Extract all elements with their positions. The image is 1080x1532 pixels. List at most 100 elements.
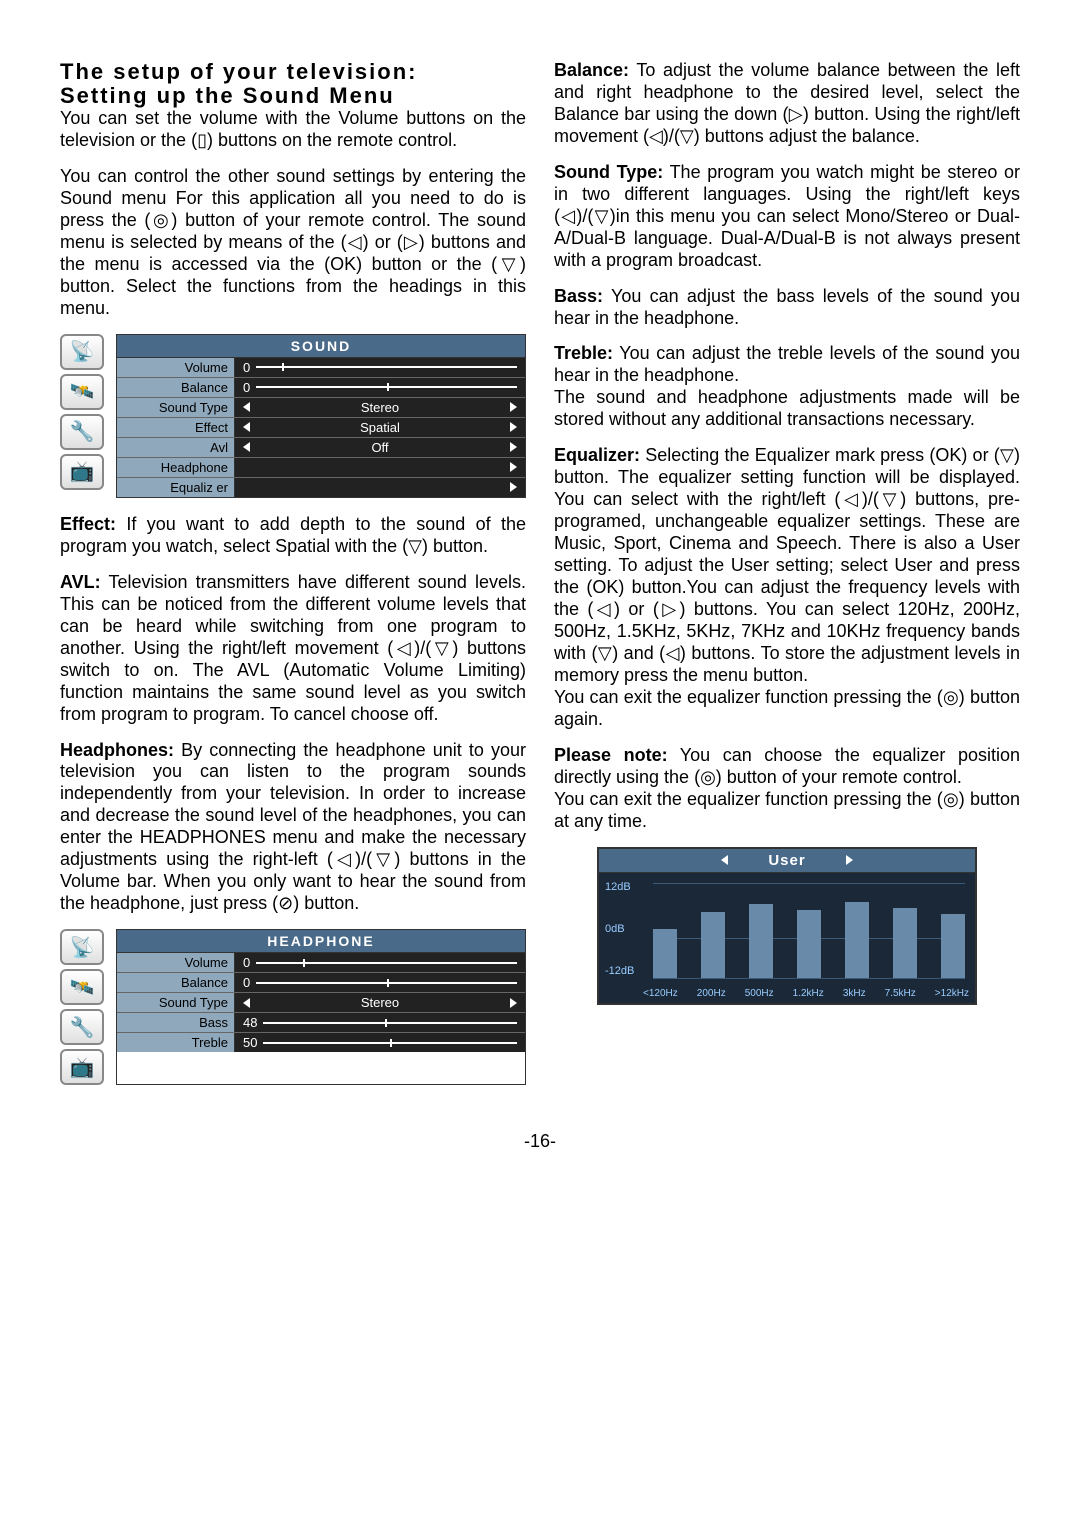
y-label-neg12db: -12dB [605,965,634,977]
equalizer-para: Equalizer: Selecting the Equalizer mark … [554,445,1020,686]
osd-row-label: Avl [117,438,235,457]
right-column: Balance: To adjust the volume balance be… [554,60,1020,1101]
equalizer-bars [653,883,965,979]
wrench-icon: 🔧 [60,1009,104,1045]
osd-row: Headphone [117,458,525,478]
osd-row-value [235,478,525,497]
x-label: 500Hz [745,988,774,999]
heading-setup: The setup of your television: Setting up… [60,60,526,108]
avl-para: AVL: Television transmitters have differ… [60,572,526,726]
osd-row: Equaliz er [117,478,525,497]
osd-row-value: 0 [235,973,525,992]
equalizer-bar [941,914,965,978]
osd-row: AvlOff [117,438,525,458]
avl-text: Television transmitters have different s… [60,572,526,724]
note-para: Please note: You can choose the equalize… [554,745,1020,789]
soundtype-heading: Sound Type: [554,162,663,182]
osd-row-label: Balance [117,973,235,992]
osd-row: Balance0 [117,378,525,398]
satellite-icon: 🛰️ [60,969,104,1005]
osd-row-value: 48 [235,1013,525,1032]
equalizer-header: User [599,849,975,873]
soundtype-para: Sound Type: The program you watch might … [554,162,1020,272]
x-label: 3kHz [843,988,866,999]
equalizer-bar [845,902,869,977]
x-label: 1.2kHz [793,988,824,999]
osd-row-label: Balance [117,378,235,397]
osd-row-label: Treble [117,1033,235,1052]
sound-table-title: SOUND [117,335,525,358]
intro-p2: You can control the other sound settings… [60,166,526,320]
tv-icon: 📺 [60,1049,104,1085]
osd-row: Volume0 [117,953,525,973]
wrench-icon: 🔧 [60,414,104,450]
equalizer-heading: Equalizer: [554,445,640,465]
x-label: <120Hz [643,988,678,999]
antenna-icon: 📡 [60,929,104,965]
osd-row-label: Equaliz er [117,478,235,497]
y-label-12db: 12dB [605,881,631,893]
page-number: -16- [60,1131,1020,1152]
osd-row: Treble50 [117,1033,525,1052]
headphone-osd: 📡 🛰️ 🔧 📺 HEADPHONE Volume0Balance0Sound … [60,929,526,1085]
equalizer-bar [797,910,821,978]
osd-row-label: Sound Type [117,398,235,417]
balance-para: Balance: To adjust the volume balance be… [554,60,1020,148]
equalizer-chart: User 12dB 0dB -12dB <120Hz200Hz500Hz1.2k… [597,847,977,1005]
sound-osd: 📡 🛰️ 🔧 📺 SOUND Volume0Balance0Sound Type… [60,334,526,498]
intro-p1: You can set the volume with the Volume b… [60,108,526,152]
osd-row-value: 0 [235,953,525,972]
bass-text: You can adjust the bass levels of the so… [554,286,1020,328]
osd-row-value: 50 [235,1033,525,1052]
treble-para: Treble: You can adjust the treble levels… [554,343,1020,387]
treble-heading: Treble: [554,343,613,363]
osd-row-label: Effect [117,418,235,437]
osd-row-value [235,458,525,477]
treble-text-1: You can adjust the treble levels of the … [554,343,1020,385]
satellite-icon: 🛰️ [60,374,104,410]
osd-row: Bass48 [117,1013,525,1033]
osd-row-value: Off [235,438,525,457]
antenna-icon: 📡 [60,334,104,370]
note-para-2: You can exit the equalizer function pres… [554,789,1020,833]
osd-row-label: Sound Type [117,993,235,1012]
balance-heading: Balance: [554,60,629,80]
osd-icon-column-2: 📡 🛰️ 🔧 📺 [60,929,108,1085]
osd-row-value: Stereo [235,398,525,417]
osd-icon-column: 📡 🛰️ 🔧 📺 [60,334,108,498]
right-arrow-icon [846,855,853,865]
heading-line-1: The setup of your television: [60,59,417,84]
osd-row: EffectSpatial [117,418,525,438]
osd-row-label: Volume [117,953,235,972]
osd-row-label: Headphone [117,458,235,477]
headphones-heading: Headphones: [60,740,174,760]
osd-row: Balance0 [117,973,525,993]
equalizer-bar [749,904,773,977]
headphones-para: Headphones: By connecting the headphone … [60,740,526,916]
osd-row: Volume0 [117,358,525,378]
avl-heading: AVL: [60,572,101,592]
x-label: 200Hz [697,988,726,999]
equalizer-bar [653,929,677,978]
osd-row-label: Volume [117,358,235,377]
treble-para-2: The sound and headphone adjustments made… [554,387,1020,431]
equalizer-bar [701,912,725,978]
bass-heading: Bass: [554,286,603,306]
osd-row: Sound TypeStereo [117,398,525,418]
osd-row-value: Spatial [235,418,525,437]
equalizer-para-2: You can exit the equalizer function pres… [554,687,1020,731]
headphones-text: By connecting the headphone unit to your… [60,740,526,914]
bass-para: Bass: You can adjust the bass levels of … [554,286,1020,330]
headphone-table: HEADPHONE Volume0Balance0Sound TypeStere… [116,929,526,1085]
equalizer-x-labels: <120Hz 200Hz 500Hz 1.2kHz 3kHz 7.5kHz >12kHz [643,988,969,999]
equalizer-text-1: Selecting the Equalizer mark press (OK) … [554,445,1020,685]
page-columns: The setup of your television: Setting up… [60,60,1020,1101]
osd-row-value: 0 [235,358,525,377]
tv-icon: 📺 [60,454,104,490]
x-label: >12kHz [935,988,969,999]
heading-line-2: Setting up the Sound Menu [60,83,395,108]
left-arrow-icon [721,855,728,865]
note-heading: Please note: [554,745,668,765]
x-label: 7.5kHz [885,988,916,999]
left-column: The setup of your television: Setting up… [60,60,526,1101]
